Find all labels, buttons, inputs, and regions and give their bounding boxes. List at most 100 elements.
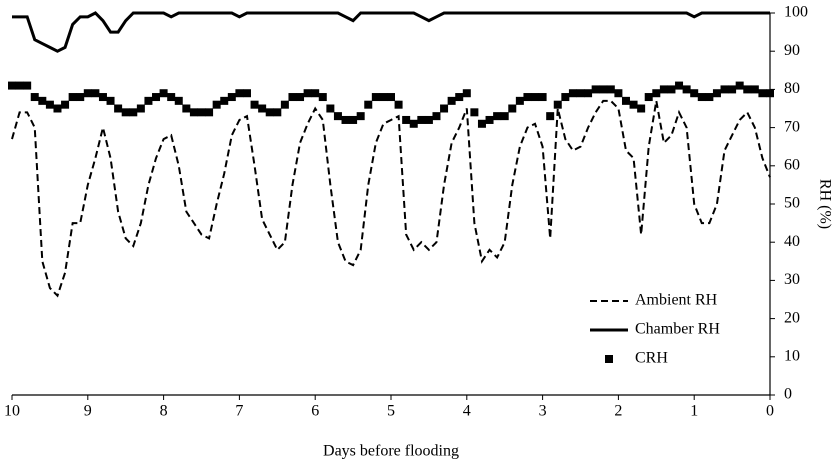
marker bbox=[258, 104, 267, 113]
x-tick-label: 7 bbox=[235, 403, 243, 420]
series-line bbox=[12, 11, 770, 53]
x-tick-label: 2 bbox=[614, 403, 622, 420]
marker bbox=[637, 104, 646, 113]
marker bbox=[371, 93, 380, 102]
x-tick-label: 1 bbox=[690, 403, 698, 420]
x-tick-label: 0 bbox=[766, 403, 774, 420]
marker bbox=[621, 96, 630, 105]
marker bbox=[53, 104, 62, 113]
y-tick-label: 100 bbox=[784, 4, 808, 21]
marker bbox=[584, 89, 593, 98]
x-tick-label: 8 bbox=[160, 403, 168, 420]
marker bbox=[205, 108, 214, 117]
marker bbox=[38, 96, 47, 105]
marker bbox=[591, 85, 600, 94]
marker bbox=[417, 115, 426, 124]
y-tick-label: 80 bbox=[784, 80, 800, 97]
marker bbox=[508, 104, 517, 113]
marker bbox=[652, 89, 661, 98]
marker bbox=[288, 93, 297, 102]
marker bbox=[500, 112, 509, 121]
legend-swatch bbox=[605, 355, 613, 363]
marker bbox=[182, 104, 191, 113]
marker bbox=[250, 100, 259, 109]
marker bbox=[83, 89, 92, 98]
series-line bbox=[11, 99, 771, 298]
marker bbox=[515, 96, 524, 105]
marker bbox=[318, 93, 327, 102]
legend-label: Ambient RH bbox=[635, 292, 718, 309]
x-tick-label: 3 bbox=[539, 403, 547, 420]
y-tick-label: 90 bbox=[784, 42, 800, 59]
marker bbox=[364, 100, 373, 109]
legend-label: Chamber RH bbox=[635, 321, 720, 338]
y-axis-label: RH (%) bbox=[816, 179, 833, 229]
marker bbox=[174, 96, 183, 105]
marker bbox=[568, 89, 577, 98]
marker bbox=[432, 112, 441, 121]
marker bbox=[424, 115, 433, 124]
marker bbox=[462, 89, 471, 98]
marker bbox=[326, 104, 335, 113]
marker bbox=[440, 104, 449, 113]
marker bbox=[682, 85, 691, 94]
marker bbox=[675, 81, 684, 90]
marker bbox=[546, 112, 555, 121]
y-tick-label: 20 bbox=[784, 309, 800, 326]
marker bbox=[76, 93, 85, 102]
marker bbox=[735, 81, 744, 90]
marker bbox=[659, 85, 668, 94]
marker bbox=[743, 85, 752, 94]
x-tick-label: 9 bbox=[84, 403, 92, 420]
marker bbox=[212, 100, 221, 109]
marker bbox=[477, 119, 486, 128]
marker bbox=[531, 93, 540, 102]
marker bbox=[409, 119, 418, 128]
marker bbox=[303, 89, 312, 98]
marker bbox=[61, 100, 70, 109]
marker bbox=[712, 89, 721, 98]
marker bbox=[690, 89, 699, 98]
marker bbox=[447, 96, 456, 105]
marker bbox=[387, 93, 395, 102]
marker bbox=[98, 93, 107, 102]
marker bbox=[159, 89, 168, 98]
marker bbox=[121, 108, 130, 117]
marker bbox=[485, 115, 494, 124]
marker bbox=[341, 115, 350, 124]
marker bbox=[728, 85, 737, 94]
marker bbox=[606, 85, 615, 94]
marker bbox=[629, 100, 638, 109]
marker bbox=[30, 93, 39, 102]
x-tick-label: 5 bbox=[387, 403, 395, 420]
marker bbox=[394, 100, 403, 109]
marker bbox=[379, 93, 388, 102]
marker bbox=[333, 112, 342, 121]
marker bbox=[280, 100, 289, 109]
marker bbox=[705, 93, 714, 102]
marker bbox=[8, 81, 16, 90]
marker bbox=[523, 93, 532, 102]
marker bbox=[561, 93, 570, 102]
y-tick-label: 70 bbox=[784, 118, 800, 135]
marker bbox=[553, 100, 562, 109]
x-tick-label: 4 bbox=[463, 403, 471, 420]
marker bbox=[455, 93, 464, 102]
marker bbox=[758, 89, 767, 98]
marker bbox=[129, 108, 138, 117]
y-tick-label: 50 bbox=[784, 195, 800, 212]
marker bbox=[750, 85, 759, 94]
marker bbox=[644, 93, 653, 102]
marker bbox=[136, 104, 145, 113]
marker bbox=[106, 96, 115, 105]
marker bbox=[152, 93, 161, 102]
marker bbox=[667, 85, 676, 94]
y-tick-label: 30 bbox=[784, 271, 800, 288]
y-tick-label: 60 bbox=[784, 156, 800, 173]
marker bbox=[356, 112, 365, 121]
marker bbox=[189, 108, 198, 117]
marker bbox=[720, 85, 729, 94]
marker bbox=[167, 93, 176, 102]
marker bbox=[349, 115, 358, 124]
